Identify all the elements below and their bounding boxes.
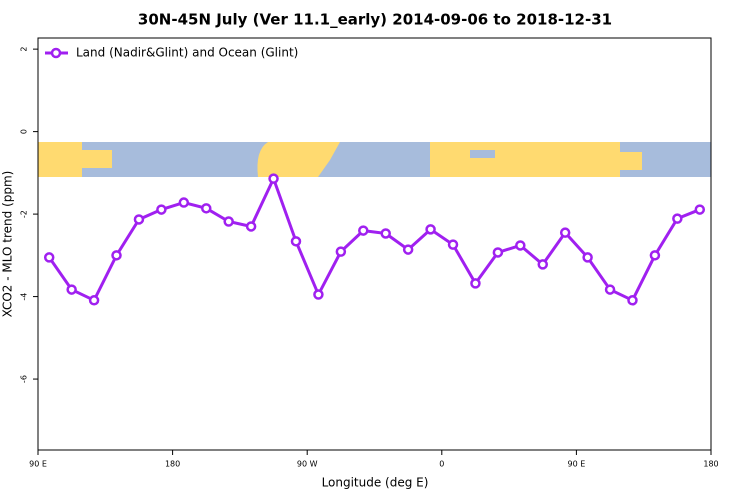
x-tick-label: 180 [703, 460, 718, 469]
chart-title: 30N-45N July (Ver 11.1_early) 2014-09-06… [138, 11, 612, 29]
data-point [515, 240, 526, 251]
data-point [649, 250, 661, 261]
data-point [358, 225, 369, 236]
y-tick-label: 0 [20, 129, 29, 134]
plot-frame [37, 37, 712, 451]
data-point [470, 278, 481, 289]
data-point [694, 204, 706, 215]
series-line [47, 174, 701, 303]
data-point [537, 259, 548, 270]
data-point [627, 295, 638, 306]
x-tick-label: 90 E [29, 460, 47, 469]
data-point [290, 236, 302, 247]
y-tick-label: -2 [20, 210, 29, 218]
map-band [38, 142, 711, 177]
data-point [88, 295, 100, 306]
data-point [492, 247, 504, 258]
data-point [335, 246, 347, 257]
x-axis-label: Longitude (deg E) [322, 476, 429, 490]
data-point [66, 284, 77, 295]
data-point [425, 224, 436, 235]
y-axis-label: XCO2 - MLO trend (ppm) [1, 171, 15, 318]
data-point [201, 203, 212, 214]
y-tick-label: 2 [20, 47, 29, 52]
data-point [447, 239, 459, 250]
data-point [245, 221, 257, 232]
legend-marker [50, 47, 62, 59]
data-point [582, 252, 593, 263]
x-tick-label: 180 [165, 460, 180, 469]
data-point [604, 284, 616, 295]
data-point [111, 250, 122, 261]
legend-label: Land (Nadir&Glint) and Ocean (Glint) [76, 46, 298, 60]
data-point [43, 252, 55, 263]
data-point [133, 214, 145, 225]
data-point [178, 197, 190, 208]
data-point [402, 244, 414, 255]
data-point [672, 213, 683, 224]
data-point [223, 216, 234, 227]
x-tick-label: 90 W [297, 460, 318, 469]
data-point [156, 204, 167, 215]
data-point [268, 173, 279, 184]
x-tick-label: 90 E [568, 460, 586, 469]
y-tick-label: -4 [20, 293, 29, 301]
y-tick-label: -6 [20, 375, 29, 383]
x-tick-label: 0 [439, 460, 444, 469]
data-point [380, 228, 391, 239]
data-point [559, 227, 571, 238]
data-point [313, 289, 324, 300]
